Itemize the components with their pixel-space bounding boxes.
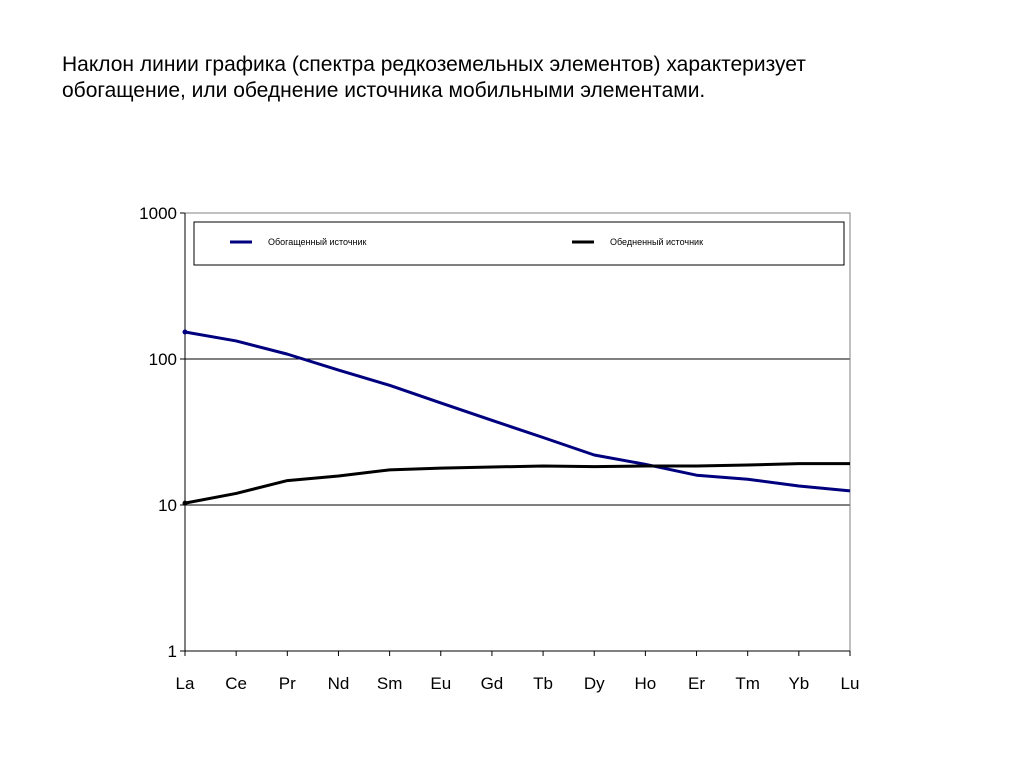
x-tick-label: Ho xyxy=(635,674,657,693)
y-tick-label: 1000 xyxy=(139,204,177,223)
x-tick-label: Lu xyxy=(841,674,860,693)
x-tick-label: Gd xyxy=(481,674,504,693)
slide-title: Наклон линии графика (спектра редкоземел… xyxy=(62,53,806,102)
x-tick-label: Tm xyxy=(735,674,760,693)
legend xyxy=(193,221,845,266)
data-point xyxy=(182,500,188,506)
x-tick-label: La xyxy=(176,674,195,693)
x-tick-label: Yb xyxy=(788,674,809,693)
series-line xyxy=(184,462,850,505)
legend-label: Обогащенный источник xyxy=(268,237,367,247)
x-tick-label: Sm xyxy=(377,674,403,693)
plot-area xyxy=(184,212,851,652)
data-point xyxy=(182,329,188,335)
x-tick-label: Dy xyxy=(584,674,605,693)
x-tick-label: Ce xyxy=(225,674,247,693)
legend-label: Обедненный источник xyxy=(610,237,703,247)
x-tick-label: Pr xyxy=(279,674,296,693)
x-tick-label: Nd xyxy=(328,674,350,693)
x-tick-label: Tb xyxy=(533,674,553,693)
y-tick-label: 100 xyxy=(149,350,177,369)
y-tick-label: 10 xyxy=(158,496,177,515)
y-tick-label: 1 xyxy=(168,642,177,661)
series-line xyxy=(184,330,851,493)
x-tick-label: Eu xyxy=(430,674,451,693)
x-tick-label: Er xyxy=(688,674,705,693)
